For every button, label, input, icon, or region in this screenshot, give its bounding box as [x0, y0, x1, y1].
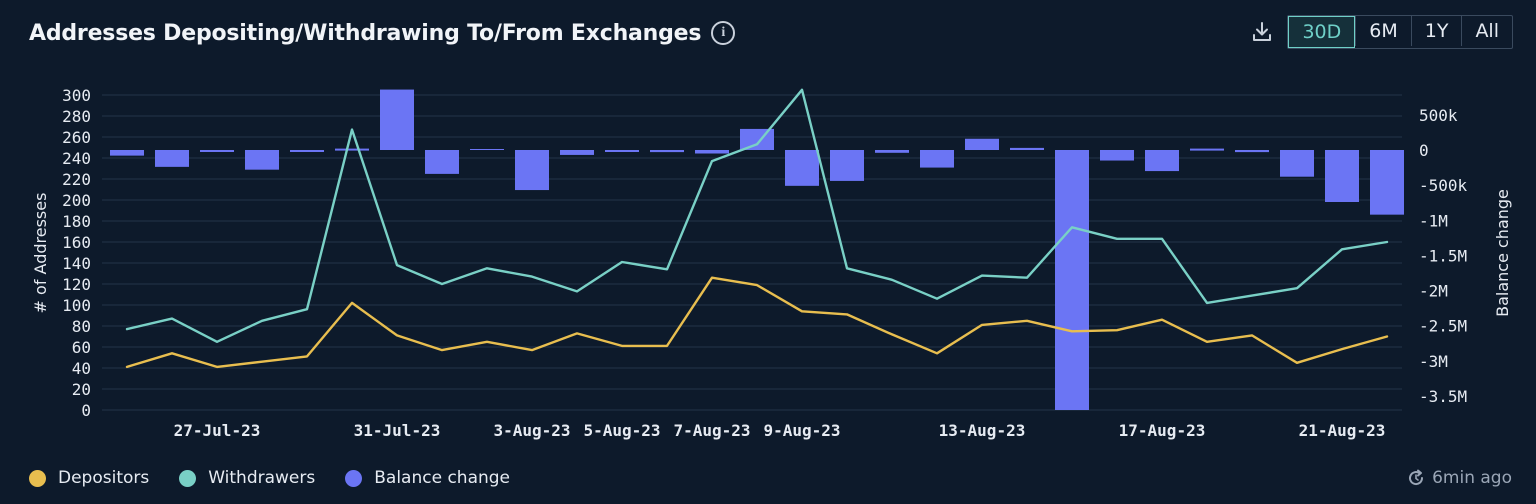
balance-change-bar	[650, 150, 684, 153]
balance-change-bar	[290, 150, 324, 152]
depositors-line	[125, 276, 1389, 369]
left-axis-tick-label: 100	[62, 296, 91, 315]
balance-change-bar	[1100, 150, 1134, 161]
balance-change-bar	[785, 150, 819, 186]
left-axis-label: # of Addresses	[31, 193, 50, 314]
legend-label-depositors: Depositors	[58, 468, 150, 488]
range-all-button[interactable]: All	[1461, 16, 1512, 46]
balance-change-bar	[1010, 147, 1044, 150]
left-axis-tick-label: 120	[62, 275, 91, 294]
toolbar: 30D 6M 1Y All	[1247, 15, 1513, 49]
right-axis-tick-label: -1M	[1419, 211, 1448, 230]
range-1y-button[interactable]: 1Y	[1410, 16, 1462, 46]
left-axis-tick-label: 220	[62, 170, 91, 189]
x-axis-tick-label: 7-Aug-23	[673, 421, 750, 440]
left-axis-tick-label: 0	[81, 401, 91, 420]
balance-change-bar	[245, 150, 279, 170]
balance-change-bar	[155, 150, 189, 167]
left-axis-tick-label: 20	[72, 380, 91, 399]
chart-header: Addresses Depositing/Withdrawing To/From…	[29, 14, 736, 52]
legend-item-balance-change[interactable]: Balance change	[345, 468, 510, 488]
balance-change-bar	[515, 150, 549, 191]
balance-change-bar	[335, 148, 369, 151]
last-updated: 6min ago	[1406, 468, 1512, 488]
download-icon[interactable]	[1247, 16, 1277, 48]
left-axis-tick-label: 180	[62, 212, 91, 231]
left-axis-tick-label: 300	[62, 86, 91, 105]
left-axis-tick-label: 280	[62, 107, 91, 126]
balance-change-bar	[1235, 150, 1269, 153]
balance-change-bar	[1325, 150, 1359, 202]
x-axis-tick-label: 13-Aug-23	[939, 421, 1026, 440]
x-axis-tick-label: 21-Aug-23	[1299, 421, 1386, 440]
chart-canvas: 0 20 40 60 80 100 120 140 160 180 200 220 240 260 280 3…	[31, 86, 1512, 440]
x-axis-tick-label: 17-Aug-23	[1119, 421, 1206, 440]
balance-change-bar	[1055, 150, 1089, 410]
balance-change-bar	[605, 150, 639, 152]
left-axis-tick-label: 140	[62, 254, 91, 273]
right-axis-tick-label: -3.5M	[1419, 387, 1467, 406]
balance-change-bar	[380, 89, 414, 150]
withdrawers-line	[125, 88, 1389, 343]
balance-change-bar	[875, 150, 909, 153]
chart-legend: Depositors Withdrawers Balance change	[29, 468, 540, 488]
left-axis-tick-label: 200	[62, 191, 91, 210]
range-30d-button[interactable]: 30D	[1288, 16, 1356, 48]
balance-change-bar	[470, 149, 504, 150]
balance-change-bar	[200, 150, 234, 152]
legend-item-depositors[interactable]: Depositors	[29, 468, 149, 488]
left-axis-tick-label: 80	[72, 317, 91, 336]
depositors-dot-icon	[29, 469, 46, 487]
left-axis-tick-label: 240	[62, 149, 91, 168]
balance-change-dot-icon	[345, 469, 363, 487]
left-axis-tick-label: 60	[72, 338, 91, 357]
balance-change-bar	[830, 150, 864, 181]
chart-title: Addresses Depositing/Withdrawing To/From…	[29, 20, 702, 46]
info-icon[interactable]: i	[711, 21, 736, 45]
balance-change-bar	[695, 150, 729, 154]
left-axis-tick-label: 160	[62, 233, 91, 252]
last-updated-text: 6min ago	[1432, 468, 1512, 488]
right-axis-label: Balance change	[1493, 189, 1512, 317]
right-axis-tick-label: 500k	[1419, 106, 1458, 125]
right-axis-tick-label: -2.5M	[1419, 317, 1467, 336]
balance-change-bar	[1190, 148, 1224, 151]
right-axis-tick-label: 0	[1419, 141, 1429, 160]
time-range-selector: 30D 6M 1Y All	[1287, 15, 1513, 49]
x-axis-tick-label: 31-Jul-23	[354, 421, 441, 440]
balance-change-bar	[965, 138, 999, 150]
withdrawers-dot-icon	[179, 469, 197, 487]
right-axis-tick-label: -500k	[1419, 176, 1468, 195]
balance-change-bar	[110, 150, 144, 156]
balance-change-bar	[425, 150, 459, 174]
range-6m-button[interactable]: 6M	[1355, 16, 1410, 46]
x-axis-tick-label: 3-Aug-23	[493, 421, 570, 440]
legend-item-withdrawers[interactable]: Withdrawers	[179, 468, 315, 488]
balance-change-bar	[1370, 150, 1404, 215]
left-axis-tick-label: 260	[62, 128, 91, 147]
right-axis-tick-label: -3M	[1419, 352, 1448, 371]
balance-change-bar	[1280, 150, 1314, 177]
x-axis-tick-label: 9-Aug-23	[763, 421, 840, 440]
legend-label-withdrawers: Withdrawers	[208, 468, 316, 488]
balance-change-bar	[920, 150, 954, 168]
balance-change-bar	[740, 128, 774, 150]
left-axis-tick-label: 40	[72, 359, 91, 378]
right-axis-tick-label: -1.5M	[1419, 246, 1467, 265]
right-axis-tick-label: -2M	[1419, 282, 1448, 301]
balance-change-bar	[1145, 150, 1179, 172]
refresh-icon	[1409, 469, 1424, 486]
x-axis-tick-label: 27-Jul-23	[174, 421, 261, 440]
legend-label-balance-change: Balance change	[374, 468, 511, 488]
balance-change-bar	[560, 150, 594, 155]
x-axis-tick-label: 5-Aug-23	[583, 421, 660, 440]
